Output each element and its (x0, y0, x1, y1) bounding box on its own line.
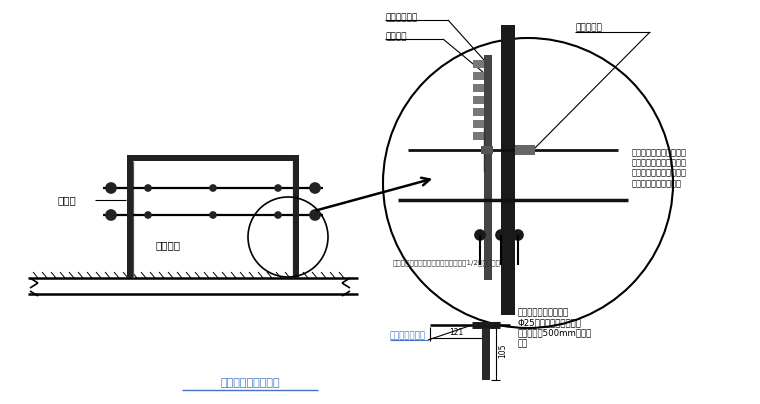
Bar (481, 146, 493, 154)
Text: 上返梁吊模定位钢筋: 上返梁吊模定位钢筋 (220, 378, 280, 388)
Circle shape (210, 185, 216, 191)
Text: 筏板基础: 筏板基础 (155, 240, 180, 250)
Text: 吊模模板: 吊模模板 (385, 32, 407, 42)
Bar (127, 155, 299, 161)
Bar (501, 25, 515, 315)
Bar (473, 60, 484, 68)
Text: 121: 121 (449, 328, 463, 337)
Text: 吊模板，木方背肋间距根据计算确定，1/2支钢筋直径: 吊模板，木方背肋间距根据计算确定，1/2支钢筋直径 (393, 260, 501, 266)
Bar (473, 120, 484, 128)
Text: 105: 105 (498, 344, 507, 358)
Circle shape (145, 185, 151, 191)
Text: 模板定位钢筋卡: 模板定位钢筋卡 (390, 332, 426, 341)
Circle shape (145, 212, 151, 218)
Circle shape (310, 183, 320, 193)
Text: 对拉螺栓杆: 对拉螺栓杆 (575, 23, 602, 32)
Circle shape (106, 210, 116, 220)
Text: 定位钢筋，沿上返梁方向
通长设置，其规格型号等
级同上延梁水平钢筋，与
筏板基础钢筋点焊上。: 定位钢筋，沿上返梁方向 通长设置，其规格型号等 级同上延梁水平钢筋，与 筏板基础… (632, 148, 687, 188)
Bar (473, 84, 484, 92)
Bar (515, 145, 535, 155)
Text: 模板定位钢筋卡，采用
Φ25钢筋焊接，沿上返梁
方向每间隔500mm设置一
个。: 模板定位钢筋卡，采用 Φ25钢筋焊接，沿上返梁 方向每间隔500mm设置一 个。 (518, 308, 592, 348)
Circle shape (310, 210, 320, 220)
Circle shape (275, 185, 281, 191)
Bar (482, 322, 490, 380)
Circle shape (210, 212, 216, 218)
Circle shape (275, 212, 281, 218)
Circle shape (496, 230, 506, 240)
Bar (484, 55, 492, 280)
Text: 吊模木方背肋: 吊模木方背肋 (385, 13, 417, 23)
Bar (473, 96, 484, 104)
Text: 上返梁: 上返梁 (58, 195, 77, 205)
Circle shape (475, 230, 485, 240)
Bar (127, 155, 133, 278)
Circle shape (513, 230, 523, 240)
Circle shape (106, 183, 116, 193)
Bar (293, 155, 299, 278)
Bar (473, 72, 484, 80)
Bar (473, 108, 484, 116)
Bar (473, 132, 484, 140)
